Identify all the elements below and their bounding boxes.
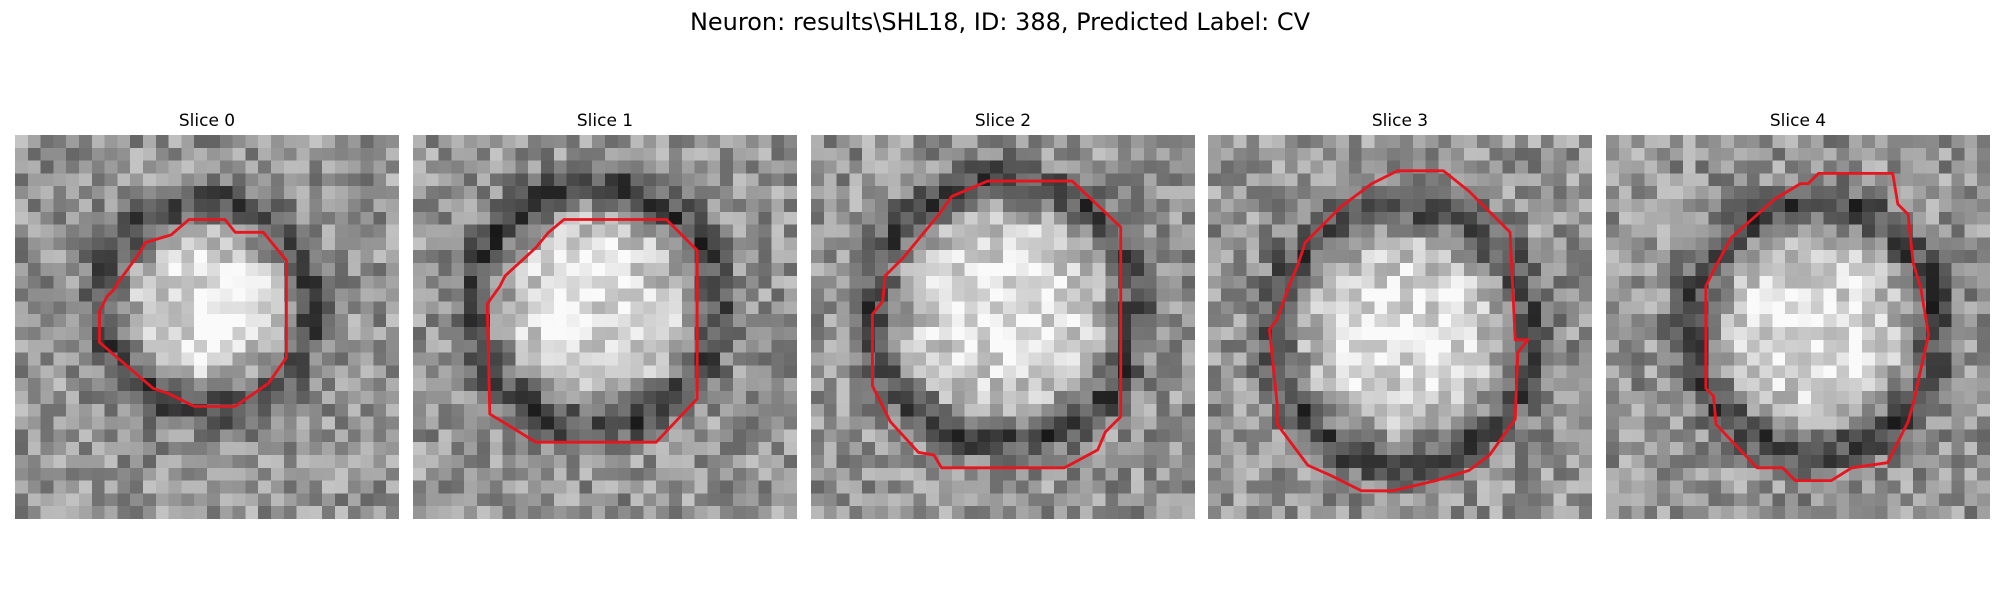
- panel-slice-1: Slice 1: [413, 110, 797, 519]
- panel-title: Slice 2: [974, 111, 1032, 131]
- panel-slice-0: Slice 0: [15, 110, 399, 519]
- slice-image: [1208, 135, 1592, 519]
- slice-image-svg: [1208, 135, 1592, 519]
- figure-title: Neuron: results\SHL18, ID: 388, Predicte…: [689, 8, 1311, 36]
- panel-slice-3: Slice 3: [1208, 110, 1592, 519]
- segmentation-contour: [98, 218, 288, 408]
- slice-image: [15, 135, 399, 519]
- slice-image-svg: [1606, 135, 1990, 519]
- panel-slice-4: Slice 4: [1606, 110, 1990, 519]
- panel-slice-2: Slice 2: [811, 110, 1195, 519]
- segmentation-contour: [485, 218, 699, 444]
- segmentation-contour: [871, 179, 1123, 470]
- panel-title: Slice 4: [1769, 111, 1827, 131]
- slice-image: [413, 135, 797, 519]
- slice-image: [811, 135, 1195, 519]
- slice-image-svg: [811, 135, 1195, 519]
- segmentation-contour: [1704, 171, 1930, 483]
- slice-image-svg: [15, 135, 399, 519]
- panel-title: Slice 1: [576, 111, 634, 131]
- panel-title: Slice 0: [178, 111, 236, 131]
- slice-image: [1606, 135, 1990, 519]
- slice-image-svg: [413, 135, 797, 519]
- segmentation-contour: [1268, 169, 1530, 493]
- panel-title: Slice 3: [1371, 111, 1429, 131]
